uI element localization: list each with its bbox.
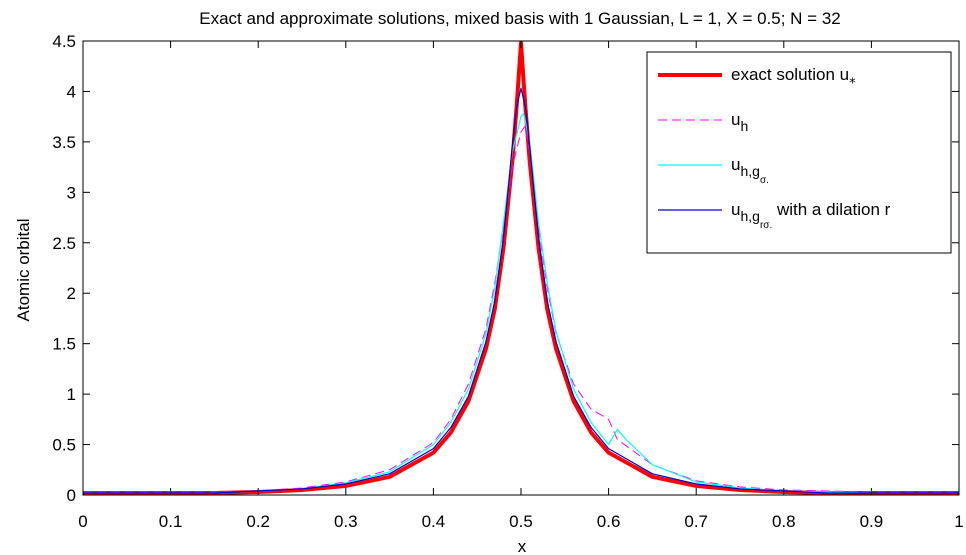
x-tick-label: 0.3 [334,512,358,531]
y-tick-label: 2 [67,284,76,303]
legend: exact solution u⁎ uh uh,gσ. uh,grσ. with a … [646,51,952,254]
x-tick-label: 0 [78,512,87,531]
y-tick-label: 4.5 [52,32,76,51]
y-tick-label: 4 [67,82,76,101]
chart-title: Exact and approximate solutions, mixed b… [199,9,840,28]
x-tick-label: 0.8 [772,512,796,531]
legend-box [646,51,952,254]
x-tick-label: 0.7 [684,512,708,531]
legend-label-2: uh [731,110,748,134]
x-tick-label: 0.5 [509,512,533,531]
x-tick-label: 0.1 [159,512,183,531]
legend-label-3: uh,gσ. [731,155,769,186]
x-axis-label: x [518,537,527,555]
series-line-4 [83,87,959,494]
ticks-layer: 0 0.1 0.2 0.3 0.4 0.5 0.6 0.7 0.8 0.9 1 0 0.5 1 1.5 2 2.… [52,32,963,531]
x-tick-label: 0.2 [246,512,270,531]
plot-frame [82,40,960,496]
x-tick-label: 0.6 [597,512,621,531]
series-line-2 [83,125,959,493]
y-tick-label: 0 [67,486,76,505]
y-tick-label: 0.5 [52,436,76,455]
y-tick-label: 1.5 [52,335,76,354]
y-tick-label: 3.5 [52,133,76,152]
y-tick-label: 1 [67,385,76,404]
x-tick-label: 1 [954,512,963,531]
y-tick-label: 3 [67,183,76,202]
legend-label-1: exact solution u⁎ [731,65,856,86]
y-tick-label: 2.5 [52,234,76,253]
x-tick-label: 0.4 [422,512,446,531]
y-axis-label: Atomic orbital [14,219,33,322]
legend-label-4: uh,grσ. with a dilation r [731,200,891,231]
x-tick-label: 0.9 [860,512,884,531]
